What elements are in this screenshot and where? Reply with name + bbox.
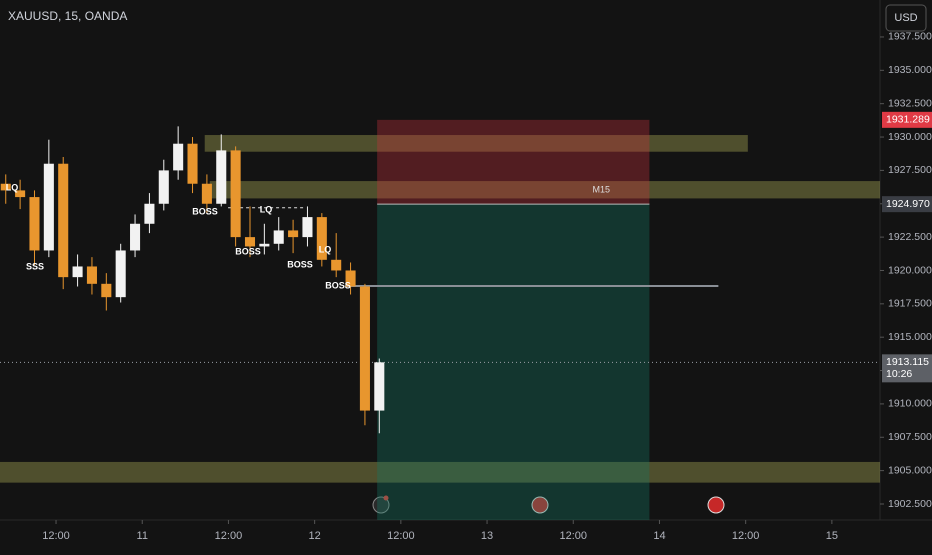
candle-body bbox=[86, 266, 97, 284]
stop-zone bbox=[377, 119, 650, 205]
x-tick-label: 12:00 bbox=[42, 530, 70, 542]
countdown-label: 10:26 bbox=[886, 368, 912, 380]
zone bbox=[204, 135, 748, 152]
y-tick-label: 1915.000 bbox=[888, 331, 932, 343]
y-tick-label: 1907.500 bbox=[888, 431, 932, 443]
y-tick-label: 1932.500 bbox=[888, 97, 932, 109]
x-tick-label: 11 bbox=[137, 530, 148, 542]
price-tag-label: 1931.289 bbox=[886, 114, 930, 126]
y-tick-label: 1920.000 bbox=[888, 264, 932, 276]
candle-body bbox=[230, 150, 241, 238]
candle-body bbox=[302, 217, 313, 238]
y-tick-label: 1935.000 bbox=[888, 64, 932, 76]
event-icon[interactable] bbox=[531, 496, 549, 514]
currency-button[interactable]: USD bbox=[885, 4, 927, 32]
currency-label[interactable]: USD bbox=[894, 12, 917, 24]
candle-body bbox=[101, 283, 112, 298]
annotation: BOSS bbox=[235, 246, 261, 256]
y-tick-label: 1905.000 bbox=[888, 464, 932, 476]
candle-body bbox=[43, 163, 54, 251]
price-tag bbox=[882, 111, 932, 128]
candle-body bbox=[216, 150, 227, 204]
candle-body bbox=[115, 250, 126, 298]
event-icons bbox=[372, 495, 725, 514]
candle-body bbox=[201, 183, 212, 204]
price-tag-label: 1924.970 bbox=[886, 198, 930, 210]
candle-body bbox=[173, 143, 184, 171]
annotation: LQ bbox=[6, 182, 19, 192]
currency-button-box[interactable] bbox=[885, 4, 927, 32]
candle-body bbox=[316, 217, 327, 260]
y-tick-label: 1910.000 bbox=[888, 398, 932, 410]
y-tick-label: 1930.000 bbox=[888, 131, 932, 143]
x-tick-label: 12 bbox=[309, 530, 321, 542]
candle-body bbox=[58, 163, 69, 278]
x-tick-label: 12:00 bbox=[559, 530, 587, 542]
annotation: BOSS bbox=[325, 280, 351, 290]
x-tick-label: 12:00 bbox=[215, 530, 243, 542]
candle-body bbox=[158, 170, 169, 204]
candle-body bbox=[244, 237, 256, 247]
y-tick-label: 1937.500 bbox=[888, 31, 932, 43]
annotation: BOSS bbox=[192, 206, 218, 216]
annotation: LQ bbox=[319, 244, 332, 254]
candle-body bbox=[15, 190, 26, 198]
y-tick-label: 1917.500 bbox=[888, 298, 932, 310]
annotation: BOSS bbox=[287, 259, 313, 269]
candle-body bbox=[331, 259, 342, 271]
candle-body bbox=[359, 286, 370, 411]
x-tick-label: 12:00 bbox=[732, 530, 760, 542]
x-tick-label: 15 bbox=[826, 530, 838, 542]
candle-body bbox=[374, 362, 385, 411]
price-tag bbox=[882, 354, 932, 383]
candle-body bbox=[72, 266, 83, 278]
y-tick-label: 1927.500 bbox=[888, 164, 932, 176]
event-dot bbox=[383, 495, 389, 501]
event-icon[interactable] bbox=[707, 496, 725, 514]
candle-body bbox=[29, 197, 40, 251]
candle-body bbox=[0, 183, 11, 191]
candle-body bbox=[130, 223, 141, 251]
x-tick-label: 14 bbox=[653, 530, 665, 542]
x-tick-label: 13 bbox=[481, 530, 493, 542]
price-tag-label: 1913.115 bbox=[886, 356, 929, 368]
annotation: SSS bbox=[26, 261, 44, 271]
event-icon[interactable] bbox=[372, 496, 390, 514]
candle-body bbox=[345, 270, 356, 287]
zone bbox=[209, 181, 881, 199]
position-label: M15 bbox=[593, 185, 611, 195]
candle-body bbox=[259, 243, 270, 247]
candle-body bbox=[144, 203, 155, 224]
symbol-title: XAUUSD, 15, OANDA bbox=[8, 9, 127, 23]
candle-body bbox=[273, 230, 284, 244]
y-tick-label: 1922.500 bbox=[888, 231, 932, 243]
price-tag bbox=[882, 196, 932, 213]
y-tick-label: 1902.500 bbox=[888, 498, 932, 510]
zone bbox=[0, 461, 880, 483]
candle-body bbox=[187, 143, 198, 184]
x-tick-label: 12:00 bbox=[387, 530, 415, 542]
candle-body bbox=[288, 230, 299, 238]
annotation: LQ bbox=[260, 204, 273, 214]
